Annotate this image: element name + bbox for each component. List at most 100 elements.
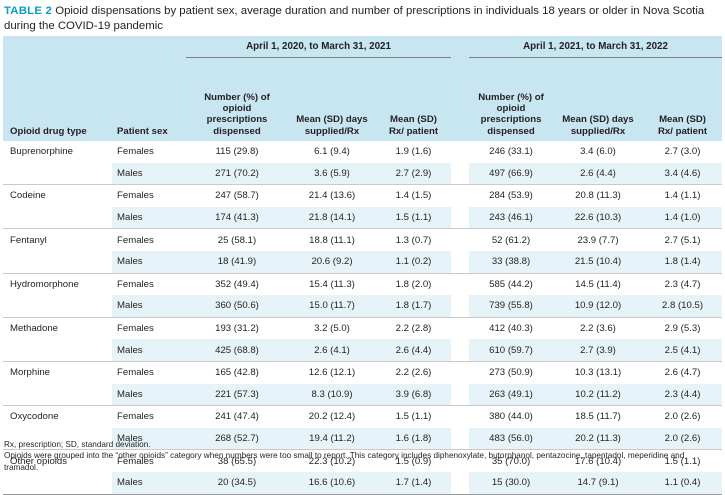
cell-sex: Females xyxy=(112,184,186,207)
cell-n1: 193 (31.2) xyxy=(186,316,288,340)
table-row: Hydromorphone Females 352 (49.4) 15.4 (11.3… xyxy=(3,272,723,296)
cell-d2: 18.5 (11.7) xyxy=(553,405,644,428)
cell-sex: Males xyxy=(112,383,186,406)
cell-n1: 425 (68.8) xyxy=(186,339,288,362)
cell-sex: Females xyxy=(112,316,186,340)
cell-d1: 16.6 (10.6) xyxy=(288,471,376,495)
cell-r2: 2.8 (10.5) xyxy=(643,295,723,318)
cell-n2: 497 (66.9) xyxy=(469,162,554,185)
cell-d1: 21.4 (13.6) xyxy=(288,184,376,207)
cell-r2: 2.3 (4.7) xyxy=(643,272,723,296)
cell-d2: 17.6 (10.4) xyxy=(553,449,644,472)
cell-d2: 20.8 (11.3) xyxy=(553,184,644,207)
cell-sex: Males xyxy=(112,162,186,185)
cell-n2: 52 (61.2) xyxy=(469,228,554,251)
cell-sex: Males xyxy=(112,339,186,362)
cell-n1: 352 (49.4) xyxy=(186,272,288,296)
table-row: Males 20 (34.5) 16.6 (10.6) 1.7 (1.4) 15 (30… xyxy=(3,471,723,495)
cell-n2: 246 (33.1) xyxy=(489,146,533,158)
cell-n1: 115 (29.8) xyxy=(215,146,259,158)
col-drug-header: Opioid drug type xyxy=(3,57,112,141)
table-row: Males 174 (41.3) 21.8 (14.1) 1.5 (1.1) 243 (… xyxy=(3,206,723,229)
cell-r1: 1.6 (1.8) xyxy=(376,427,452,450)
col-rx-header-2: Mean (SD) Rx/ patient xyxy=(643,57,723,141)
cell-d2: 14.5 (11.4) xyxy=(553,272,644,296)
cell-r2: 2.0 (2.6) xyxy=(643,427,723,450)
cell-sex: Males xyxy=(112,206,186,229)
cell-n2: 15 (30.0) xyxy=(469,471,554,495)
cell-n1: 38 (65.5) xyxy=(186,449,288,472)
cell-n2: 263 (49.1) xyxy=(469,383,554,406)
table-row: Males 221 (57.3) 8.3 (10.9) 3.9 (6.8) 263 (4… xyxy=(3,383,723,406)
cell-n1: 241 (47.4) xyxy=(186,405,288,428)
cell-n2: 284 (53.9) xyxy=(469,184,554,207)
cell-d2: 20.2 (11.3) xyxy=(553,427,644,450)
cell-d2: 23.9 (7.7) xyxy=(553,228,644,251)
footnote-other-opioids: Opioids were grouped into the “other opi… xyxy=(4,451,685,472)
table-row: Males 18 (41.9) 20.6 (9.2) 1.1 (0.2) 33 (38.… xyxy=(3,250,723,274)
cell-r1: 1.9 (1.6) xyxy=(395,146,432,158)
cell-d2: 2.2 (3.6) xyxy=(553,316,644,340)
cell-sex: Males xyxy=(112,295,186,318)
cell-n2: 380 (44.0) xyxy=(469,405,554,428)
table-row: Methadone Females 193 (31.2) 3.2 (5.0) 2.2 (… xyxy=(3,316,723,340)
table-caption: TABLE 2 Opioid dispensations by patient … xyxy=(4,4,716,33)
cell-sex: Females xyxy=(112,360,186,384)
cell-sex: Females xyxy=(112,449,186,472)
footnote-abbreviations: Rx, prescription; SD, standard deviation… xyxy=(4,440,151,449)
cell-n1: 271 (70.2) xyxy=(186,162,288,185)
cell-d2: 10.3 (13.1) xyxy=(553,360,644,384)
cell-n2: 412 (40.3) xyxy=(469,316,554,340)
cell-d1: 3.6 (5.9) xyxy=(288,162,376,185)
cell-sex: Females xyxy=(117,146,154,158)
cell-r2: 3.4 (4.6) xyxy=(643,162,723,185)
cell-r2: 2.3 (4.4) xyxy=(643,383,723,406)
table-row: Oxycodone Females 241 (47.4) 20.2 (12.4) 1.5… xyxy=(3,405,723,428)
cell-r1: 1.1 (0.2) xyxy=(376,250,452,274)
cell-sex: Males xyxy=(112,471,186,495)
cell-sex: Females xyxy=(112,405,186,428)
cell-n2: 35 (70.0) xyxy=(469,449,554,472)
cell-n1: 20 (34.5) xyxy=(186,471,288,495)
cell-drug: Other opioids xyxy=(3,449,112,472)
cell-d1: 15.0 (11.7) xyxy=(288,295,376,318)
cell-r2: 1.1 (0.4) xyxy=(643,471,723,495)
cell-r1: 3.9 (6.8) xyxy=(376,383,452,406)
footnotes: Rx, prescription; SD, standard deviation… xyxy=(4,439,718,473)
cell-r1: 1.8 (2.0) xyxy=(376,272,452,296)
cell-r1: 1.4 (1.5) xyxy=(376,184,452,207)
cell-drug: Codeine xyxy=(3,184,112,207)
cell-r1: 2.2 (2.8) xyxy=(376,316,452,340)
cell-d1: 19.4 (11.2) xyxy=(288,427,376,450)
cell-d1: 12.6 (12.1) xyxy=(288,360,376,384)
cell-drug xyxy=(3,383,112,406)
cell-r2: 2.0 (2.6) xyxy=(643,405,723,428)
cell-d1: 21.8 (14.1) xyxy=(288,206,376,229)
cell-drug: Oxycodone xyxy=(3,405,112,428)
cell-n1: 18 (41.9) xyxy=(186,250,288,274)
table-row: Other opioids Females 38 (65.5) 22.3 (10.2)… xyxy=(3,449,723,472)
cell-n2: 33 (38.8) xyxy=(469,250,554,274)
cell-r1: 1.8 (1.7) xyxy=(376,295,452,318)
table-row: Males 425 (68.8) 2.6 (4.1) 2.6 (4.4) 610 (59… xyxy=(3,339,723,362)
cell-r2: 1.8 (1.4) xyxy=(643,250,723,274)
cell-n1: 360 (50.6) xyxy=(186,295,288,318)
cell-sex: Females xyxy=(112,272,186,296)
cell-n1: 247 (58.7) xyxy=(186,184,288,207)
cell-sex: Females xyxy=(112,228,186,251)
cell-d2: 3.4 (6.0) xyxy=(580,146,616,158)
cell-n2: 739 (55.8) xyxy=(469,295,554,318)
cell-n1: 165 (42.8) xyxy=(186,360,288,384)
cell-n2: 273 (50.9) xyxy=(469,360,554,384)
cell-d2: 10.9 (12.0) xyxy=(553,295,644,318)
table-title: Opioid dispensations by patient sex, ave… xyxy=(4,5,705,32)
cell-r2: 2.7 (3.0) xyxy=(664,146,701,158)
opioid-table: April 1, 2020, to March 31, 2021 April 1… xyxy=(3,36,723,495)
cell-n2: 243 (46.1) xyxy=(469,206,554,229)
cell-d2: 2.7 (3.9) xyxy=(553,339,644,362)
cell-d1: 3.2 (5.0) xyxy=(288,316,376,340)
table-label: TABLE 2 xyxy=(4,5,53,17)
cell-r1: 1.7 (1.4) xyxy=(376,471,452,495)
cell-r2: 2.9 (5.3) xyxy=(643,316,723,340)
cell-d2: 21.5 (10.4) xyxy=(553,250,644,274)
